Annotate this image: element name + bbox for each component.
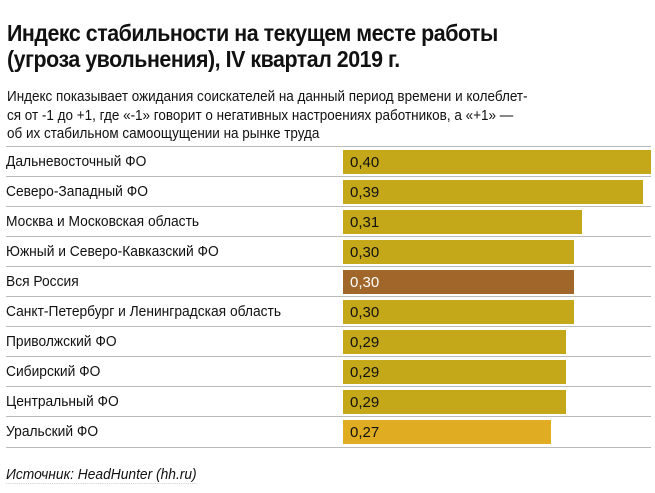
category-label: Центральный ФО	[6, 393, 119, 410]
category-label: Приволжский ФО	[6, 333, 117, 350]
value-label: 0,40	[350, 154, 380, 171]
category-label: Вся Россия	[6, 273, 79, 290]
bar: 0,27	[343, 420, 551, 444]
value-label: 0,30	[350, 274, 380, 291]
bar-row: Приволжский ФО 0,29	[6, 326, 651, 357]
value-label: 0,30	[350, 244, 380, 261]
value-label: 0,31	[350, 214, 380, 231]
value-label: 0,29	[350, 394, 380, 411]
bar-row: Санкт-Петербург и Ленинградская область 0…	[6, 296, 651, 327]
bar-row: Москва и Московская область 0,31	[6, 206, 651, 237]
bar-row: Центральный ФО 0,29	[6, 386, 651, 417]
bar-row: Уральский ФО 0,27	[6, 416, 651, 448]
bar: 0,39	[343, 180, 644, 204]
category-label: Дальневосточный ФО	[6, 153, 147, 170]
bar: 0,40	[343, 150, 651, 174]
subtitle-line: Индекс показывает ожидания соискателей н…	[7, 89, 528, 105]
bar-row: Сибирский ФО 0,29	[6, 356, 651, 387]
bar: 0,31	[343, 210, 582, 234]
source-note: Источник: HeadHunter (hh.ru)	[6, 466, 197, 484]
bar-row: Северо-Западный ФО 0,39	[6, 176, 651, 207]
category-label: Южный и Северо-Кавказский ФО	[6, 243, 219, 260]
value-label: 0,29	[350, 364, 380, 381]
bar: 0,29	[343, 390, 567, 414]
value-label: 0,29	[350, 334, 380, 351]
value-label: 0,27	[350, 424, 380, 441]
title-line: (угроза увольнения), IV квартал 2019 г.	[7, 46, 400, 72]
chart-subtitle: Индекс показывает ожидания соискателей н…	[7, 88, 655, 144]
category-label: Москва и Московская область	[6, 213, 200, 230]
bar: 0,29	[343, 330, 567, 354]
bar: 0,29	[343, 360, 567, 384]
category-label: Сибирский ФО	[6, 363, 101, 380]
chart-title: Индекс стабильности на текущем месте раб…	[7, 20, 649, 72]
value-label: 0,39	[350, 184, 380, 201]
bar: 0,30	[343, 240, 574, 264]
category-label: Санкт-Петербург и Ленинградская область	[6, 303, 282, 320]
bar-row: Дальневосточный ФО 0,40	[6, 146, 651, 177]
bar-row: Вся Россия 0,30	[6, 266, 651, 297]
category-label: Северо-Западный ФО	[6, 183, 148, 200]
subtitle-line: ся от -1 до +1, где «-1» говорит о негат…	[7, 107, 514, 124]
bar: 0,30	[343, 300, 574, 324]
title-line: Индекс стабильности на текущем месте раб…	[7, 20, 498, 46]
subtitle-line: об их стабильном самоощущении на рынке т…	[7, 126, 320, 142]
value-label: 0,30	[350, 304, 380, 321]
category-label: Уральский ФО	[6, 423, 99, 440]
bar-row: Южный и Северо-Кавказский ФО 0,30	[6, 236, 651, 267]
bar: 0,30	[343, 270, 574, 294]
